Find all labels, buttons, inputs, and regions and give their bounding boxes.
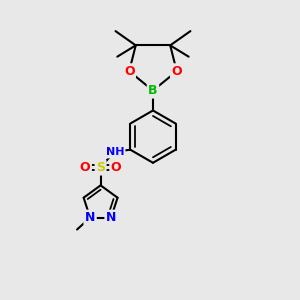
Text: B: B <box>148 84 158 97</box>
Text: O: O <box>80 161 91 174</box>
Text: S: S <box>96 161 105 174</box>
Text: NH: NH <box>106 147 124 157</box>
Text: O: O <box>171 65 182 78</box>
Text: O: O <box>124 65 134 78</box>
Text: O: O <box>111 161 122 174</box>
Text: N: N <box>106 211 116 224</box>
Text: N: N <box>85 211 95 224</box>
